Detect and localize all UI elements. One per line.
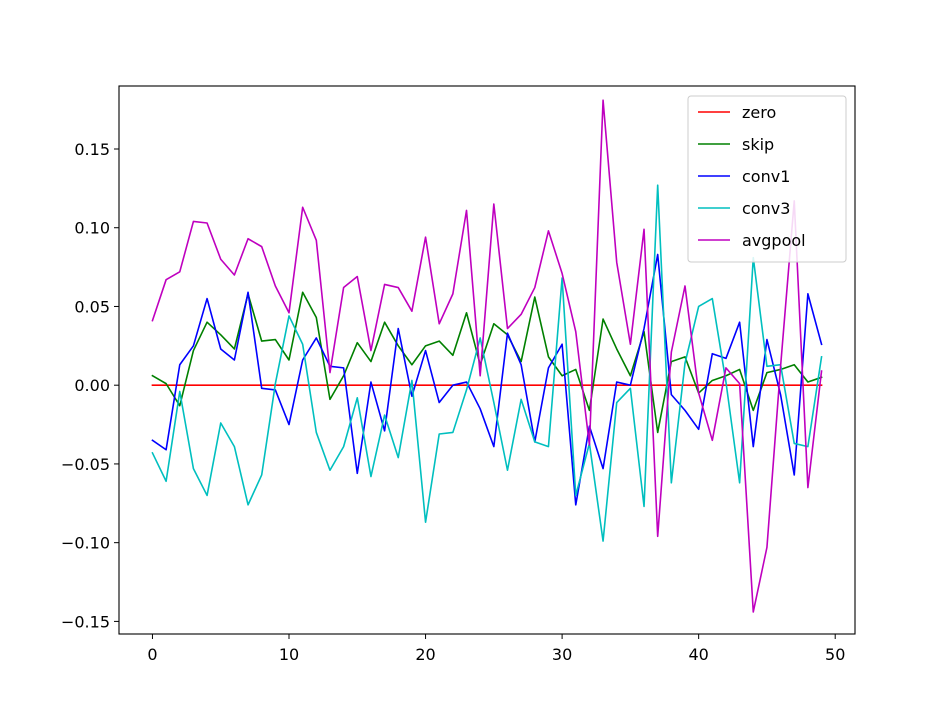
y-tick-label: 0.00: [74, 376, 110, 395]
legend-label-skip: skip: [742, 135, 774, 154]
y-tick-label: 0.15: [74, 140, 110, 159]
legend-label-zero: zero: [742, 103, 776, 122]
y-tick-label: −0.10: [61, 534, 110, 553]
x-tick-label: 20: [415, 645, 435, 664]
y-tick-label: 0.05: [74, 297, 110, 316]
y-axis: −0.15 −0.10 −0.05 0.00 0.05 0.10 0.15: [61, 140, 119, 631]
series-line-skip: [151, 291, 823, 434]
legend-label-conv3: conv3: [742, 199, 790, 218]
x-tick-label: 10: [279, 645, 299, 664]
y-tick-label: −0.15: [61, 612, 110, 631]
x-tick-label: 50: [825, 645, 845, 664]
legend-label-conv1: conv1: [742, 167, 790, 186]
x-tick-label: 30: [552, 645, 572, 664]
x-tick-label: 0: [147, 645, 157, 664]
y-tick-label: 0.10: [74, 219, 110, 238]
legend: zero skip conv1 conv3 avgpool: [687, 95, 847, 263]
y-tick-label: −0.05: [61, 455, 110, 474]
legend-label-avgpool: avgpool: [742, 231, 806, 250]
x-axis: 0 10 20 30 40 50: [147, 634, 845, 664]
series-line-avgpool: [151, 99, 823, 613]
series-line-conv1: [151, 253, 823, 506]
x-tick-label: 40: [688, 645, 708, 664]
series-line-conv3: [151, 184, 823, 542]
plot-frame: [118, 85, 856, 635]
legend-box: [687, 95, 847, 263]
series-layer: [151, 99, 823, 613]
